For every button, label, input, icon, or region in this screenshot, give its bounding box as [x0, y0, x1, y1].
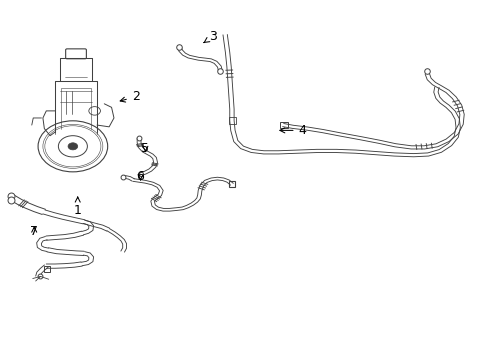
Text: 7: 7 [30, 225, 38, 238]
Text: 1: 1 [74, 197, 81, 217]
Text: 2: 2 [120, 90, 140, 103]
Text: 4: 4 [279, 124, 306, 137]
Text: 3: 3 [203, 30, 217, 43]
Circle shape [68, 143, 78, 150]
Text: 5: 5 [141, 141, 149, 154]
Text: 6: 6 [136, 170, 144, 183]
